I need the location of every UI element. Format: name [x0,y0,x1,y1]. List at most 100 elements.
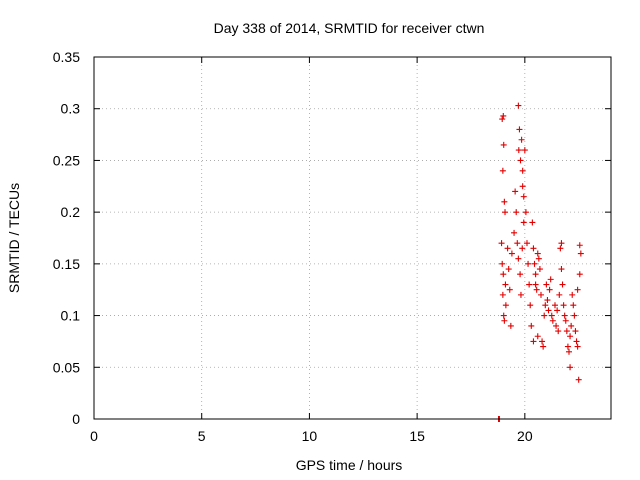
data-point [535,255,542,262]
data-point [560,302,567,309]
data-point [541,312,548,319]
data-point [572,328,579,335]
data-point [499,291,506,298]
x-tick-label: 20 [517,428,533,444]
chart-title: Day 338 of 2014, SRMTID for receiver ctw… [214,20,485,36]
y-tick-label: 0.2 [61,204,81,220]
data-point [554,307,561,314]
data-point [500,271,507,278]
y-tick-label: 0.05 [53,359,80,375]
data-point [515,147,522,154]
y-tick-label: 0 [72,411,80,427]
data-point [565,348,572,355]
ticks [93,56,611,420]
data-point [567,364,574,371]
data-point [525,260,532,267]
y-tick-label: 0.15 [53,256,80,272]
data-point [508,250,515,257]
x-tick-label: 5 [198,428,206,444]
data-point [507,322,514,329]
y-tick-label: 0.3 [61,101,81,117]
grid [94,57,611,419]
y-axis-title: SRMTID / TECUs [6,183,22,293]
data-point [502,281,509,288]
data-point [569,291,576,298]
data-point [555,328,562,335]
data-point [559,281,566,288]
data-point [499,167,506,174]
data-point [570,302,577,309]
x-tick-label: 15 [409,428,425,444]
data-point [501,317,508,324]
data-point [562,317,569,324]
data-point [539,338,546,345]
data-point [520,193,527,200]
data-point [517,291,524,298]
data-point [499,260,506,267]
y-tick-label: 0.1 [61,308,81,324]
data-point [537,291,544,298]
data-point [502,302,509,309]
data-point [504,245,511,252]
data-point [558,240,565,247]
data-point [531,260,538,267]
data-point [551,302,558,309]
data-point [533,286,540,293]
data-point [532,271,539,278]
data-point [513,209,520,216]
data-point [532,281,539,288]
data-point [500,141,507,148]
tick-labels: 0 5 10 15 20 0 0.05 0.1 0.15 0.2 0.25 0.3 0.35 [53,49,533,444]
data-point [534,333,541,340]
data-point [499,116,506,123]
data-point [548,312,555,319]
y-tick-label: 0.35 [53,49,80,65]
data-point [576,242,583,249]
data-point [529,219,536,226]
data-point [553,322,560,329]
data-point [519,167,526,174]
data-point [517,271,524,278]
data-point [511,229,518,236]
data-point [528,322,535,329]
data-point [567,333,574,340]
data-point [505,266,512,273]
data-point [547,276,554,283]
data-point [498,240,505,247]
x-tick-label: 10 [302,428,318,444]
plot-frame [93,56,612,420]
data-point [545,307,552,314]
data-point [557,245,564,252]
data-point [534,250,541,257]
data-point [518,136,525,143]
data-point [502,209,509,216]
data-point [530,245,537,252]
data-point [526,281,533,288]
data-point [543,281,550,288]
data-point [544,297,551,304]
data-point [561,312,568,319]
data-point [563,328,570,335]
data-point [514,240,521,247]
data-point [530,338,537,345]
data-point [512,188,519,195]
data-point [568,322,575,329]
data-point [517,157,524,164]
data-point [522,209,529,216]
y-tick-label: 0.25 [53,152,80,168]
data-point [500,112,507,119]
data-point [542,302,549,309]
data-point [573,338,580,345]
data-point [515,102,522,109]
data-point [576,271,583,278]
data-point [574,286,581,293]
data-point [536,266,543,273]
x-tick-label: 0 [90,428,98,444]
data-points [495,102,584,422]
data-point [527,302,534,309]
data-point [519,183,526,190]
data-point [540,343,547,350]
data-point [549,317,556,324]
data-point [521,147,528,154]
